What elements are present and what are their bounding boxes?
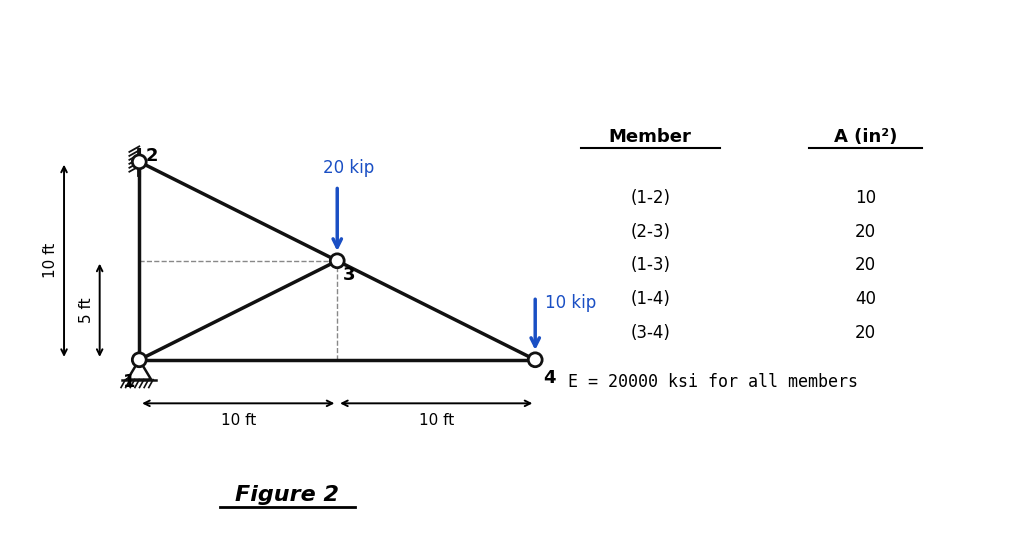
- Text: 40: 40: [855, 290, 876, 308]
- Text: E = 20000 ksi for all members: E = 20000 ksi for all members: [568, 373, 858, 391]
- Text: 2: 2: [145, 147, 159, 165]
- Text: 10 ft: 10 ft: [419, 413, 454, 428]
- Text: A (in²): A (in²): [834, 128, 897, 146]
- Text: 10 ft: 10 ft: [43, 243, 58, 278]
- Text: 5 ft: 5 ft: [79, 297, 94, 323]
- Text: 20: 20: [855, 256, 876, 274]
- Text: (1-3): (1-3): [630, 256, 671, 274]
- Text: 10 ft: 10 ft: [220, 413, 256, 428]
- Circle shape: [132, 155, 146, 169]
- Text: (1-2): (1-2): [630, 189, 671, 207]
- Text: Member: Member: [609, 128, 691, 146]
- Text: 20: 20: [855, 223, 876, 241]
- Text: 10 kip: 10 kip: [545, 294, 596, 312]
- Circle shape: [331, 254, 344, 268]
- Text: Figure 2: Figure 2: [234, 485, 339, 505]
- Text: 20 kip: 20 kip: [324, 159, 375, 176]
- Text: 1: 1: [123, 373, 135, 391]
- Text: 3: 3: [343, 265, 355, 284]
- Text: (2-3): (2-3): [630, 223, 671, 241]
- Text: (1-4): (1-4): [631, 290, 670, 308]
- Text: 10: 10: [855, 189, 876, 207]
- Circle shape: [132, 353, 146, 367]
- Circle shape: [528, 353, 542, 367]
- Text: (3-4): (3-4): [631, 324, 670, 342]
- Text: 4: 4: [543, 369, 555, 386]
- Text: 20: 20: [855, 324, 876, 342]
